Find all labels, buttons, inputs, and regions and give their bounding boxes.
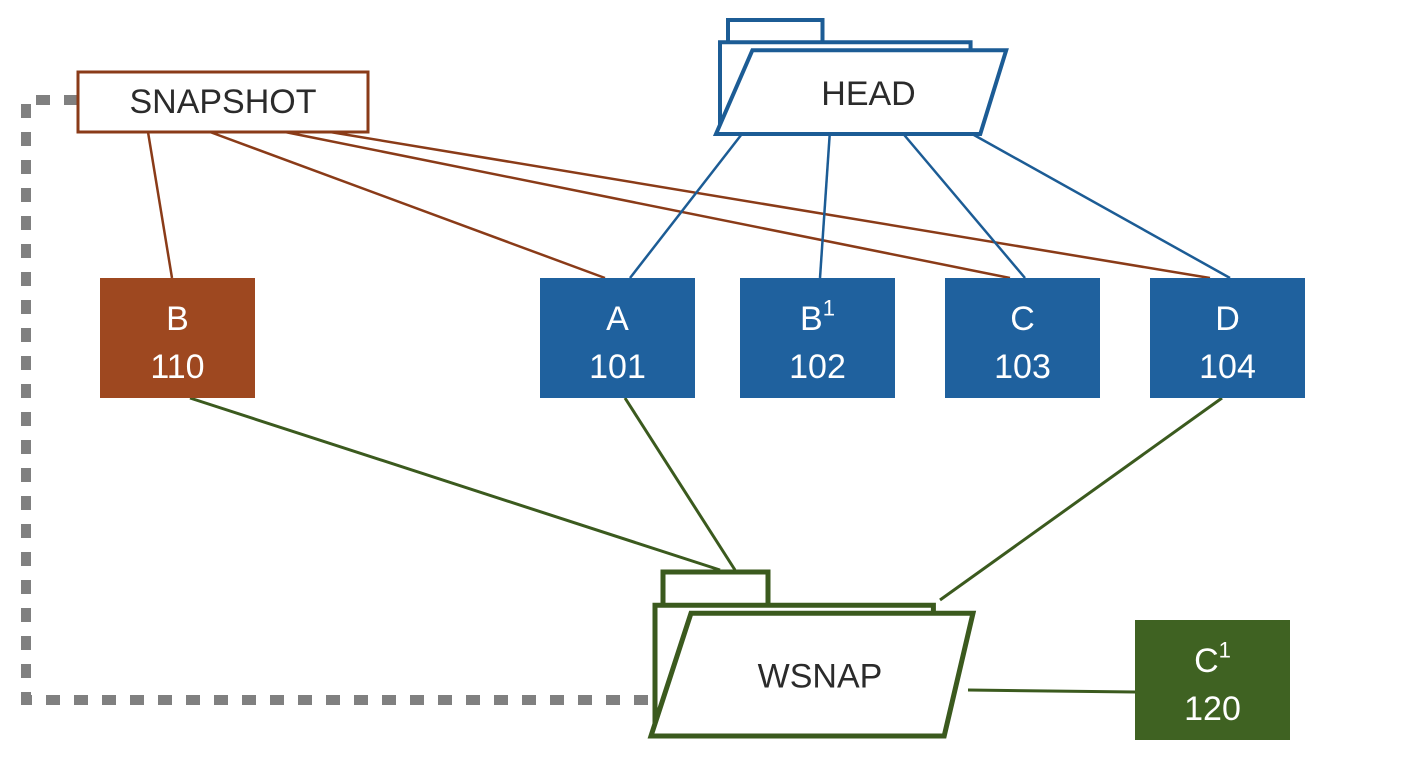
head-edge-1 xyxy=(820,130,830,278)
node-B1-value: 102 xyxy=(789,348,846,386)
node-B-value: 110 xyxy=(150,348,204,386)
wsnap-folder: WSNAP xyxy=(651,572,973,736)
snapshot-edge-0 xyxy=(148,132,172,278)
node-D: D 104 xyxy=(1150,278,1305,398)
node-C-label: C xyxy=(1010,300,1035,338)
snapshot-edge-3 xyxy=(330,132,1210,278)
snapshot-to-wsnap-dashed-edge xyxy=(26,100,655,700)
node-C-value: 103 xyxy=(994,348,1051,386)
head-folder-label: HEAD xyxy=(821,75,915,113)
wsnap-edge-2 xyxy=(940,398,1222,600)
diagram-canvas: SNAPSHOT HEAD B 110 A 101 B1102 C 103 D 104 C1120 WS… xyxy=(0,0,1410,768)
node-D-value: 104 xyxy=(1199,348,1256,386)
node-A: A 101 xyxy=(540,278,695,398)
node-C1-value: 120 xyxy=(1184,690,1241,728)
wsnap-folder-label: WSNAP xyxy=(758,658,883,696)
node-C: C 103 xyxy=(945,278,1100,398)
wsnap-edge-3 xyxy=(968,690,1135,692)
node-C1: C1120 xyxy=(1135,620,1290,740)
snapshot-edge-1 xyxy=(210,132,605,278)
node-A-value: 101 xyxy=(589,348,646,386)
node-B: B 110 xyxy=(100,278,255,398)
node-D-label: D xyxy=(1215,300,1240,338)
node-B1: B1102 xyxy=(740,278,895,398)
head-folder: HEAD xyxy=(716,20,1006,134)
node-A-label: A xyxy=(606,300,629,338)
snapshot-label: SNAPSHOT xyxy=(129,83,316,121)
node-B-label: B xyxy=(166,300,189,338)
